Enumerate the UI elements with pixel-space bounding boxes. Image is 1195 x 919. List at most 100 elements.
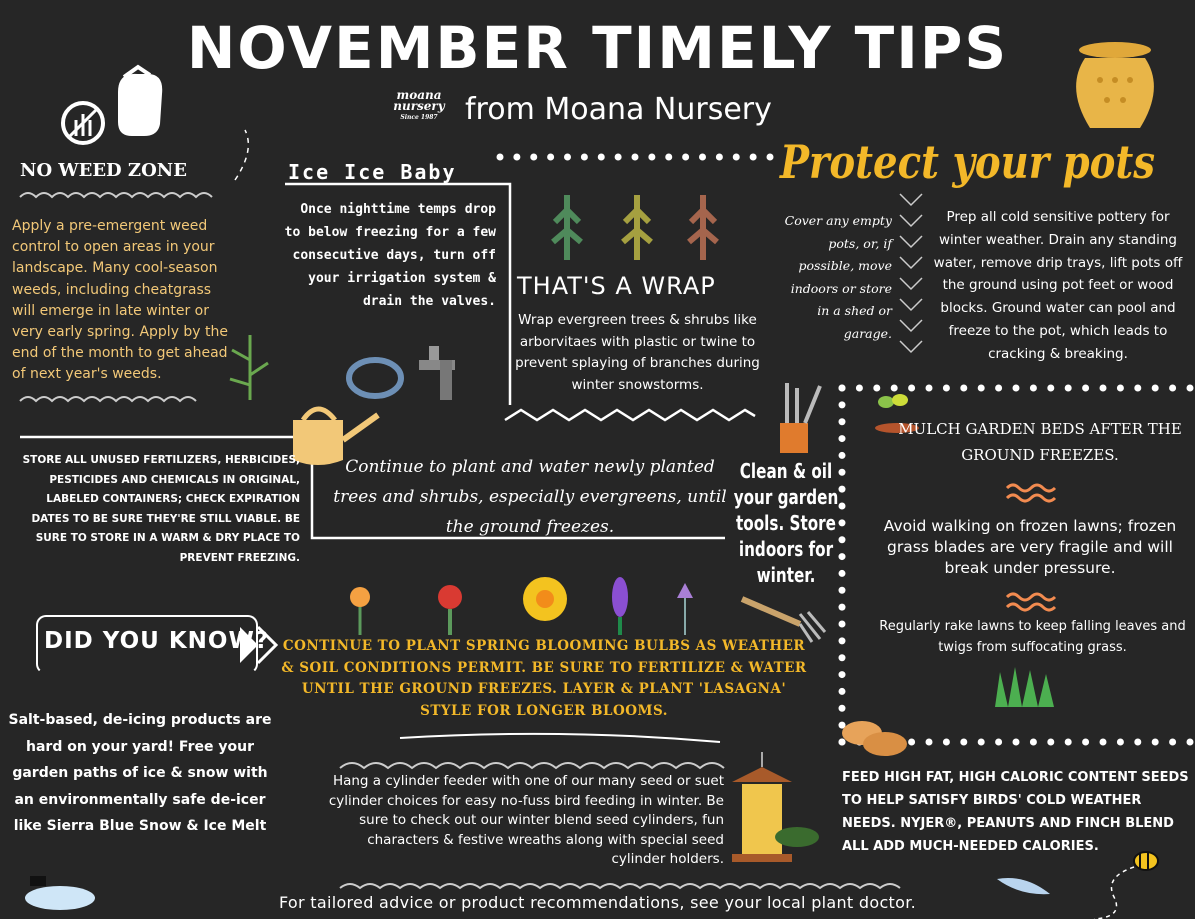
divider-dot — [838, 637, 846, 645]
divider-dot — [1116, 738, 1124, 746]
watering-can-icon — [293, 406, 380, 465]
feather-icon — [997, 878, 1050, 895]
bird-feeder-text: Hang a cylinder feeder with one of our m… — [328, 773, 724, 867]
sprout-icon — [875, 394, 919, 433]
divider-dot — [995, 384, 1003, 392]
thats-a-wrap-title: THAT'S A WRAP — [517, 272, 716, 300]
divider-dot — [1169, 738, 1177, 746]
bulbs-text: Continue to plant spring blooming bulbs … — [281, 638, 807, 719]
wave-icon — [1005, 483, 1057, 503]
divider-dot — [838, 435, 846, 443]
divider-dot — [699, 153, 706, 161]
divider-dot — [838, 401, 846, 409]
garden-tools-icon — [780, 383, 822, 453]
divider-dot — [1082, 384, 1090, 392]
planting-text: Continue to plant and water newly plante… — [333, 457, 727, 537]
chevron-mark — [899, 277, 923, 291]
divider-dot — [838, 519, 846, 527]
divider-dot — [838, 569, 846, 577]
logo-since: Since 1987 — [400, 114, 438, 121]
divider-dot — [1047, 384, 1055, 392]
divider-dot — [1029, 384, 1037, 392]
chevron-mark — [899, 298, 923, 312]
divider-dot — [942, 738, 950, 746]
divider-dot — [960, 384, 968, 392]
logo-line2: nursery — [393, 99, 445, 113]
divider-dot — [838, 485, 846, 493]
divider-dot — [1186, 738, 1194, 746]
divider-dot — [838, 553, 846, 561]
divider-dot — [925, 384, 933, 392]
divider-dot — [838, 721, 846, 729]
chemicals-text: Store all unused fertilizers, herbicides… — [22, 454, 300, 564]
divider-dot — [1151, 384, 1159, 392]
divider-dot — [908, 738, 916, 746]
divider-dot — [838, 451, 846, 459]
divider-dot — [838, 620, 846, 628]
divider-dot — [1064, 384, 1072, 392]
divider-dot — [1134, 384, 1142, 392]
divider-dot — [1099, 738, 1107, 746]
divider-dot — [580, 153, 588, 161]
divider-dot — [838, 536, 846, 544]
divider-dot — [1134, 738, 1142, 746]
divider-dot — [1186, 384, 1194, 392]
did-you-know-text: Salt-based, de-icing products are hard o… — [8, 712, 272, 834]
divider-dot — [838, 603, 846, 611]
flower-icon — [350, 577, 693, 635]
divider-dot — [1012, 384, 1020, 392]
no-weed-zone-text: Apply a pre-emergent weed control to ope… — [12, 218, 229, 383]
divider-dot — [766, 153, 774, 161]
divider-dot — [547, 153, 555, 161]
snowman-icon — [25, 876, 95, 910]
divider-dot — [838, 704, 846, 712]
no-weed-icon — [61, 101, 105, 145]
bird-feeder-icon — [732, 752, 819, 862]
tree-icon — [551, 195, 719, 260]
peanut-icon — [842, 721, 907, 756]
did-you-know-title: DID YOU KNOW? — [44, 628, 270, 654]
divider-dot — [838, 654, 846, 662]
divider-dot — [614, 153, 622, 161]
divider-dot — [838, 738, 846, 746]
page-title: NOVEMBER TIMELY TIPS — [186, 14, 1009, 82]
divider-dot — [682, 153, 690, 161]
divider-dot — [838, 418, 846, 426]
chevron-mark — [899, 319, 923, 333]
rake-icon — [740, 596, 827, 643]
chevron-mark — [899, 340, 923, 354]
no-weed-zone-title: NO WEED ZONE — [20, 160, 187, 181]
divider-dot — [597, 153, 605, 161]
ice-ice-baby-title: Ice Ice Baby — [288, 160, 457, 184]
frozen-lawn-text: Avoid walking on frozen lawns; frozen gr… — [883, 517, 1177, 577]
divider-dot — [977, 738, 985, 746]
divider-dot — [749, 153, 757, 161]
clean-tools-text: Clean & oil your garden tools. Store ind… — [733, 459, 839, 587]
grass-icon — [995, 667, 1054, 707]
divider-dot — [665, 153, 673, 161]
gloves-icon — [118, 64, 163, 136]
divider-dot — [838, 502, 846, 510]
divider-dot — [1047, 738, 1055, 746]
divider-dot — [1029, 738, 1037, 746]
sprout-icon — [229, 335, 269, 400]
divider-dot — [838, 671, 846, 679]
divider-dot — [1012, 738, 1020, 746]
protect-your-pots-title: Protect your pots — [780, 135, 1155, 189]
pots-text: Prep all cold sensitive pottery for wint… — [933, 209, 1183, 362]
pot-icon — [1076, 42, 1154, 128]
divider-dot — [1082, 738, 1090, 746]
divider-dot — [890, 384, 898, 392]
divider-dot — [838, 687, 846, 695]
divider-dot — [530, 153, 538, 161]
bird-seeds-text: Feed high fat, high caloric content seed… — [842, 770, 1189, 854]
logo-line1: moana — [396, 88, 442, 102]
irrigation-text: Once nighttime temps drop to below freez… — [284, 202, 496, 309]
subtitle: from Moana Nursery — [465, 92, 772, 127]
divider-dot — [838, 586, 846, 594]
divider-dot — [995, 738, 1003, 746]
divider-dot — [873, 384, 881, 392]
divider-dot — [838, 468, 846, 476]
divider-dot — [496, 153, 504, 161]
chevron-mark — [899, 235, 923, 249]
